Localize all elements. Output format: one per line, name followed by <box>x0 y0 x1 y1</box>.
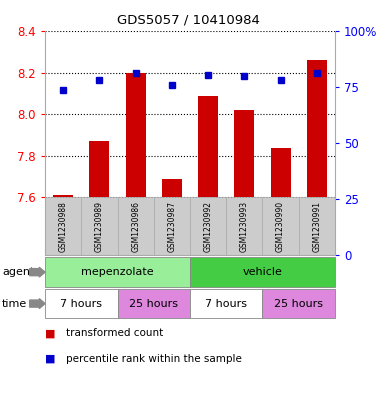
Bar <box>234 110 254 197</box>
Text: ■: ■ <box>45 328 55 338</box>
Text: GSM1230987: GSM1230987 <box>167 201 176 252</box>
Text: GSM1230992: GSM1230992 <box>204 201 213 252</box>
Bar <box>53 195 73 197</box>
Text: percentile rank within the sample: percentile rank within the sample <box>66 354 242 364</box>
Bar <box>271 148 291 197</box>
Text: mepenzolate: mepenzolate <box>81 267 154 277</box>
Text: GSM1230988: GSM1230988 <box>59 201 68 252</box>
Text: GSM1230986: GSM1230986 <box>131 201 140 252</box>
Text: GSM1230993: GSM1230993 <box>240 201 249 252</box>
Text: GSM1230990: GSM1230990 <box>276 201 285 252</box>
Text: agent: agent <box>2 267 34 277</box>
Bar <box>198 96 218 197</box>
Bar <box>154 197 190 255</box>
Text: 7 hours: 7 hours <box>205 299 247 309</box>
Text: ■: ■ <box>45 354 55 364</box>
Bar <box>226 197 263 255</box>
Bar <box>126 73 146 197</box>
Bar <box>89 141 109 197</box>
Text: GSM1230991: GSM1230991 <box>312 201 321 252</box>
Text: GDS5057 / 10410984: GDS5057 / 10410984 <box>117 14 260 27</box>
Bar <box>45 197 81 255</box>
Text: GSM1230989: GSM1230989 <box>95 201 104 252</box>
Text: transformed count: transformed count <box>66 328 164 338</box>
Text: time: time <box>2 299 27 309</box>
Bar <box>81 197 117 255</box>
Text: 25 hours: 25 hours <box>274 299 323 309</box>
Bar <box>117 197 154 255</box>
Bar <box>307 61 327 197</box>
Bar <box>190 197 226 255</box>
Text: 25 hours: 25 hours <box>129 299 178 309</box>
Text: 7 hours: 7 hours <box>60 299 102 309</box>
Bar <box>299 197 335 255</box>
Bar <box>162 179 182 197</box>
Text: vehicle: vehicle <box>243 267 283 277</box>
Bar <box>263 197 299 255</box>
